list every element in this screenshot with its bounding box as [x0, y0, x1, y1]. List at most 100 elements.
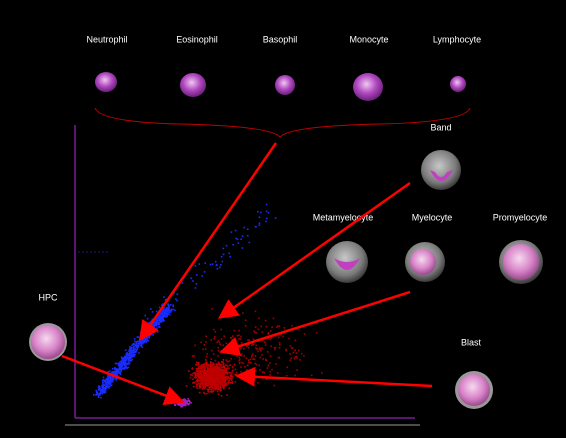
- scatter-dot: [106, 377, 108, 380]
- scatter-dot: [213, 328, 215, 331]
- scatter-dot: [203, 271, 206, 273]
- scatter-dot: [163, 319, 165, 322]
- scatter-dot: [254, 326, 257, 328]
- scatter-dot: [221, 260, 224, 263]
- scatter-dot: [210, 339, 212, 341]
- scatter-dot: [207, 381, 209, 383]
- scatter-dot: [136, 348, 138, 351]
- scatter-dot: [111, 371, 114, 373]
- scatter-dot: [263, 341, 266, 344]
- scatter-dot: [175, 298, 177, 300]
- scatter-dot: [240, 370, 242, 373]
- scatter-dot: [133, 347, 135, 350]
- scatter-dot: [226, 377, 228, 380]
- scatter-dot: [200, 379, 202, 382]
- scatter-dot: [223, 371, 225, 374]
- scatter-dot: [207, 383, 209, 385]
- scatter-dot: [204, 367, 207, 370]
- scatter-dot: [114, 367, 116, 370]
- scatter-dot: [100, 389, 102, 392]
- scatter-dot: [134, 351, 137, 353]
- scatter-dot: [217, 346, 219, 349]
- scatter-dot: [201, 376, 204, 379]
- scatter-dot: [204, 366, 206, 369]
- scatter-dot: [138, 340, 141, 342]
- scatter-dot: [276, 326, 278, 328]
- scatter-dot: [104, 379, 106, 382]
- scatter-dot: [196, 378, 199, 381]
- scatter-dot: [208, 386, 211, 388]
- scatter-dot: [264, 358, 267, 361]
- scatter-dot: [207, 375, 209, 378]
- scatter-dot: [128, 350, 130, 352]
- scatter-dot: [140, 344, 143, 346]
- cell-label: Blast: [461, 337, 482, 347]
- scatter-dot: [211, 372, 213, 375]
- scatter-dot: [208, 388, 211, 390]
- scatter-dot: [235, 237, 237, 240]
- scatter-dot: [202, 370, 205, 373]
- scatter-dot: [109, 385, 111, 388]
- scatter-dot: [290, 347, 293, 349]
- scatter-dot: [214, 388, 216, 391]
- scatter-dot: [123, 368, 126, 370]
- scatter-dot: [257, 328, 260, 331]
- scatter-dot: [123, 356, 126, 359]
- scatter-dot: [204, 377, 207, 379]
- cell-label: Lymphocyte: [433, 34, 481, 44]
- scatter-dot: [217, 393, 220, 395]
- scatter-dot: [227, 360, 229, 363]
- scatter-dot: [246, 228, 249, 230]
- scatter-dot: [215, 379, 217, 382]
- scatter-dot: [114, 378, 117, 380]
- scatter-dot: [232, 335, 234, 337]
- scatter-dot: [154, 328, 156, 331]
- scatter-dot: [279, 343, 281, 346]
- scatter-dot: [285, 348, 287, 351]
- scatter-dot: [224, 378, 227, 380]
- scatter-dot: [247, 234, 249, 237]
- scatter-dot: [122, 359, 125, 361]
- scatter-dot: [208, 381, 211, 383]
- scatter-dot: [141, 329, 144, 331]
- cell-label: Basophil: [263, 34, 298, 44]
- scatter-dot: [204, 386, 207, 388]
- scatter-dot: [285, 349, 287, 352]
- scatter-dot: [217, 388, 219, 391]
- scatter-dot: [224, 383, 227, 386]
- scatter-dot: [135, 341, 138, 343]
- scatter-dot: [124, 349, 127, 352]
- scatter-dot: [130, 353, 133, 355]
- scatter-dot: [247, 343, 250, 346]
- scatter-dot: [222, 376, 224, 379]
- scatter-dot: [238, 362, 241, 364]
- scatter-dot: [213, 376, 215, 378]
- scatter-dot: [220, 256, 223, 258]
- scatter-dot: [222, 374, 224, 377]
- scatter-dot: [205, 384, 207, 386]
- scatter-dot: [193, 355, 195, 357]
- scatter-dot: [231, 378, 233, 380]
- scatter-dot: [283, 327, 286, 329]
- scatter-dot: [120, 364, 122, 366]
- scatter-dot: [241, 235, 244, 237]
- scatter-dot: [136, 347, 139, 350]
- scatter-dot: [248, 339, 251, 341]
- scatter-dot: [234, 368, 237, 371]
- scatter-dot: [269, 370, 271, 373]
- scatter-dot: [214, 379, 216, 381]
- scatter-dot: [195, 283, 198, 285]
- scatter-dot: [128, 362, 131, 364]
- scatter-dot: [135, 349, 137, 351]
- scatter-dot: [125, 355, 128, 358]
- scatter-dot: [222, 378, 225, 381]
- scatter-dot: [174, 404, 176, 406]
- scatter-dot: [225, 342, 228, 345]
- scatter-dot: [208, 373, 211, 376]
- scatter-dot: [231, 371, 233, 373]
- scatter-dot: [254, 310, 257, 313]
- cell-nucleus: [410, 249, 436, 275]
- scatter-dot: [198, 380, 201, 382]
- scatter-dot: [217, 372, 219, 375]
- scatter-dot: [158, 315, 161, 318]
